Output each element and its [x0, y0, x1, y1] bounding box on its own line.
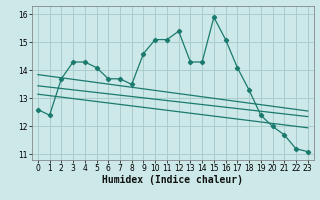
X-axis label: Humidex (Indice chaleur): Humidex (Indice chaleur)	[102, 175, 243, 185]
